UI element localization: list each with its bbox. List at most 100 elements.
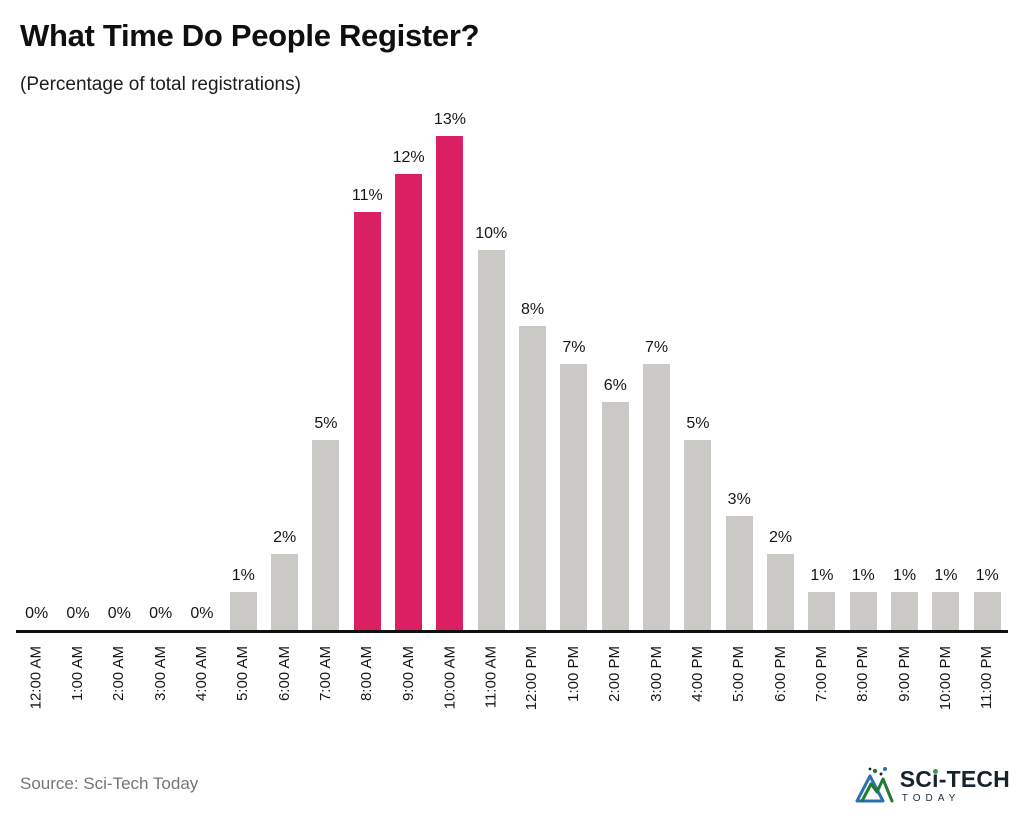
x-tick-label: 6:00 PM (771, 646, 789, 702)
bar-value-label: 1% (934, 567, 958, 584)
x-tick: 11:00 PM (967, 633, 1008, 745)
x-tick: 8:00 PM (843, 633, 884, 745)
bar (436, 136, 464, 630)
bar-value-label: 10% (475, 225, 508, 242)
page-subtitle: (Percentage of total registrations) (20, 74, 301, 95)
bar-value-label: 0% (107, 605, 131, 622)
x-tick: 2:00 PM (595, 633, 636, 745)
bar-group: 3% (719, 491, 760, 630)
bar-group: 1% (967, 567, 1008, 630)
bar-value-label: 13% (433, 111, 466, 128)
bar-value-label: 1% (975, 567, 999, 584)
bar-value-label: 0% (25, 605, 49, 622)
bar-value-label: 0% (190, 605, 214, 622)
x-tick-label: 7:00 PM (812, 646, 830, 702)
bar (229, 592, 257, 630)
bar (932, 592, 960, 630)
bar-value-label: 11% (351, 187, 383, 204)
x-tick-label: 7:00 AM (316, 646, 334, 702)
logo-mountain-icon (855, 767, 894, 803)
x-tick-label: 12:00 PM (523, 646, 541, 711)
bar-value-label: 12% (392, 149, 425, 166)
bar-value-label: 7% (645, 339, 669, 356)
bar-value-label: 0% (66, 605, 90, 622)
bar-group: 0% (16, 605, 57, 630)
x-tick-label: 10:00 PM (936, 646, 954, 711)
bar-group: 0% (140, 605, 181, 630)
x-tick: 3:00 PM (636, 633, 677, 745)
page-title: What Time Do People Register? (20, 18, 480, 53)
bar-value-label: 1% (892, 567, 917, 584)
x-tick-label: 9:00 PM (895, 646, 913, 702)
bar-value-label: 5% (686, 415, 710, 432)
bar-value-label: 1% (231, 567, 255, 584)
x-tick-label: 12:00 AM (27, 646, 45, 710)
bar-value-label: 5% (314, 415, 338, 432)
x-tick-label: 4:00 AM (192, 646, 210, 702)
bar (271, 554, 299, 630)
bar (519, 326, 547, 630)
bar (601, 402, 629, 630)
x-tick: 3:00 AM (140, 633, 181, 745)
x-tick-label: 6:00 AM (275, 646, 293, 702)
logo: SC i -TECH TODAY (852, 764, 1010, 804)
bar-group: 2% (760, 529, 801, 630)
bar-group: 11% (347, 187, 388, 630)
x-tick: 9:00 PM (884, 633, 925, 745)
x-tick: 1:00 AM (57, 633, 98, 745)
bar (684, 440, 712, 630)
bar-group: 5% (305, 415, 346, 630)
x-tick: 4:00 PM (677, 633, 718, 745)
x-axis-ticks: 12:00 AM 1:00 AM 2:00 AM 3:00 AM 4:00 AM 5:00… (16, 633, 1008, 745)
logo-text: SC i -TECH TODAY (900, 768, 1010, 804)
x-tick: 10:00 AM (429, 633, 470, 745)
bar-value-label: 2% (273, 529, 297, 546)
bar-value-label: 3% (727, 491, 751, 508)
x-tick: 8:00 AM (347, 633, 388, 745)
x-tick: 4:00 AM (181, 633, 222, 745)
bar (767, 554, 795, 630)
bar-group: 7% (636, 339, 677, 630)
bar (973, 592, 1001, 630)
x-tick: 12:00 PM (512, 633, 553, 745)
bar-group: 1% (843, 567, 884, 630)
bar-value-label: 6% (603, 377, 627, 394)
x-tick: 7:00 AM (305, 633, 346, 745)
x-tick-label: 5:00 AM (234, 646, 252, 702)
bar-chart: 0% 0% 0% 0% 0% 1% 2% 5% 11% 12% 13% 10% 8% 7% 6% 7% 5% 3%… (16, 96, 1008, 630)
bar-group: 1% (925, 567, 966, 630)
bar (477, 250, 505, 630)
bar-group: 1% (223, 567, 264, 630)
bar (560, 364, 588, 630)
x-tick: 11:00 AM (471, 633, 512, 745)
bar-group: 7% (553, 339, 594, 630)
bar (643, 364, 671, 630)
bar (353, 212, 381, 630)
logo-wordmark: SC i -TECH (900, 768, 1010, 791)
bar (891, 592, 919, 630)
logo-part3: -TECH (938, 766, 1010, 792)
bar-value-label: 7% (562, 339, 586, 356)
bar-value-label: 8% (521, 301, 545, 318)
logo-part1: SC (899, 766, 933, 792)
bar-group: 1% (801, 567, 842, 630)
bar-value-label: 1% (851, 567, 875, 584)
logo-subtext: TODAY (901, 793, 961, 804)
bar-group: 10% (471, 225, 512, 630)
x-tick: 7:00 PM (801, 633, 842, 745)
x-tick-label: 10:00 AM (440, 646, 458, 710)
x-tick-label: 2:00 AM (110, 646, 128, 702)
x-tick-label: 4:00 PM (688, 646, 706, 702)
bar-group: 2% (264, 529, 305, 630)
bar (725, 516, 753, 630)
bar-group: 0% (99, 605, 140, 630)
bar-group: 0% (57, 605, 98, 630)
bar-group: 12% (388, 149, 429, 630)
x-tick: 1:00 PM (553, 633, 594, 745)
x-tick-label: 1:00 AM (69, 646, 86, 702)
bar (312, 440, 340, 630)
source-text: Source: Sci-Tech Today (20, 774, 199, 793)
x-tick-label: 9:00 AM (399, 646, 417, 702)
bar-group: 6% (595, 377, 636, 630)
x-tick: 10:00 PM (925, 633, 966, 745)
